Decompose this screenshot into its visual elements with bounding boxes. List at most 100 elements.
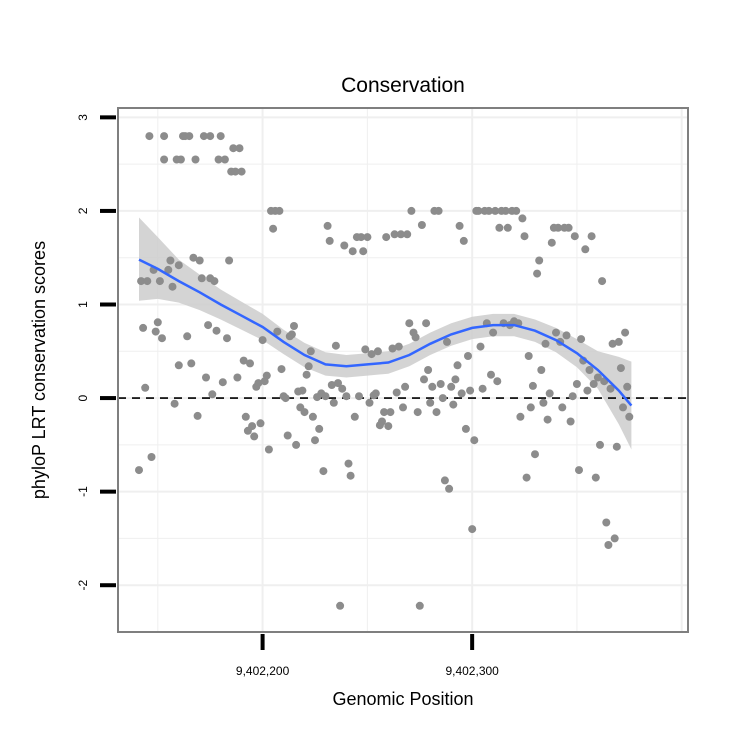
- data-point: [204, 321, 213, 330]
- data-point: [321, 392, 330, 401]
- data-point: [367, 350, 376, 359]
- data-point: [411, 333, 420, 342]
- data-point: [373, 347, 382, 356]
- data-point: [554, 223, 563, 232]
- data-point: [168, 282, 177, 291]
- data-point: [325, 236, 334, 245]
- data-point: [143, 277, 152, 286]
- data-point: [151, 327, 160, 336]
- data-point: [350, 412, 359, 421]
- data-point: [449, 400, 458, 409]
- data-point: [564, 223, 573, 232]
- data-point: [547, 238, 556, 247]
- data-point: [208, 390, 217, 399]
- data-point: [568, 392, 577, 401]
- data-point: [355, 392, 363, 401]
- data-point: [292, 440, 301, 449]
- data-point: [612, 442, 621, 451]
- data-point: [403, 230, 412, 239]
- data-point: [135, 466, 143, 475]
- x-axis-label: Genomic Position: [332, 689, 473, 709]
- data-point: [577, 335, 586, 344]
- data-point: [394, 342, 403, 351]
- data-point: [424, 366, 433, 374]
- data-point: [212, 326, 221, 335]
- data-point: [206, 132, 215, 141]
- data-point: [235, 144, 244, 153]
- data-point: [357, 233, 366, 242]
- data-point: [183, 332, 192, 341]
- data-point: [604, 541, 613, 549]
- data-point: [468, 525, 477, 534]
- data-point: [445, 484, 454, 493]
- data-point: [562, 331, 571, 340]
- data-point: [327, 381, 336, 389]
- data-point: [495, 223, 504, 232]
- data-point: [290, 322, 298, 330]
- data-point: [570, 232, 579, 241]
- data-point: [344, 459, 353, 468]
- data-point: [306, 347, 315, 356]
- data-point: [614, 337, 623, 346]
- data-point: [489, 328, 498, 337]
- data-point: [443, 337, 451, 346]
- data-point: [273, 327, 282, 336]
- data-point: [191, 155, 200, 164]
- data-point: [461, 424, 470, 433]
- data-point: [619, 403, 627, 412]
- data-point: [277, 365, 286, 374]
- y-tick-label: 3: [76, 114, 90, 121]
- data-point: [329, 398, 338, 407]
- data-point: [428, 382, 437, 391]
- data-point: [225, 256, 234, 265]
- data-point: [552, 328, 560, 337]
- data-point: [474, 206, 483, 215]
- data-point: [365, 398, 374, 407]
- data-point: [298, 386, 307, 395]
- data-point: [545, 389, 554, 398]
- data-point: [160, 132, 169, 141]
- data-point: [591, 473, 600, 482]
- panel: [117, 107, 689, 633]
- data-point: [572, 380, 581, 388]
- data-point: [464, 352, 472, 360]
- data-point: [524, 352, 533, 360]
- data-point: [363, 233, 372, 242]
- data-point: [386, 408, 395, 417]
- data-point: [589, 380, 598, 388]
- data-point: [598, 277, 607, 286]
- data-point: [512, 206, 521, 215]
- data-point: [407, 206, 416, 215]
- y-tick-label: 2: [76, 207, 90, 214]
- y-axis-label: phyloP LRT conservation scores: [29, 241, 49, 499]
- data-point: [476, 342, 485, 351]
- data-point: [340, 241, 349, 250]
- data-point: [616, 364, 625, 373]
- data-point: [145, 132, 154, 141]
- data-point: [187, 359, 196, 368]
- x-tick-label: 9,402,300: [445, 664, 499, 678]
- data-point: [539, 398, 548, 407]
- data-point: [378, 417, 386, 426]
- data-point: [390, 230, 399, 239]
- data-point: [359, 247, 368, 256]
- data-point: [566, 417, 575, 426]
- y-tick-label: -1: [76, 486, 90, 497]
- data-point: [541, 339, 550, 348]
- data-point: [170, 399, 179, 408]
- data-point: [405, 319, 414, 328]
- data-point: [315, 424, 324, 433]
- data-point: [361, 345, 370, 354]
- data-point: [338, 384, 347, 393]
- panel-border: [117, 107, 689, 633]
- data-point: [436, 380, 445, 388]
- data-point: [189, 253, 198, 262]
- data-point: [185, 132, 194, 141]
- data-point: [155, 277, 164, 286]
- data-point: [210, 277, 219, 286]
- data-points: [135, 132, 634, 610]
- data-point: [457, 389, 466, 398]
- data-point: [501, 206, 510, 215]
- data-point: [455, 221, 464, 230]
